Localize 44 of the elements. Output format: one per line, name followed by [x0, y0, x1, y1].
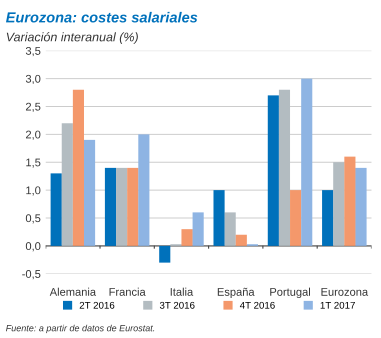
- bar: [236, 234, 247, 246]
- bar: [116, 168, 128, 246]
- bar: [159, 246, 170, 263]
- y-tick-label: 0,0: [26, 242, 40, 252]
- y-tick-label: 0,5: [26, 214, 40, 224]
- bar: [213, 190, 225, 246]
- y-tick-label: 3,5: [26, 46, 40, 56]
- y-tick-label: 1,5: [26, 158, 40, 168]
- legend-label: 4T 2016: [240, 302, 275, 309]
- bar: [50, 173, 62, 246]
- bar: [138, 134, 150, 246]
- bar: [268, 95, 279, 246]
- bar: [62, 123, 73, 246]
- y-tick-label: 2,0: [26, 130, 40, 140]
- bar: [278, 90, 290, 246]
- x-tick-label: Eurozona: [321, 288, 368, 296]
- x-tick-label: España: [218, 288, 255, 298]
- legend-label: 3T 2016: [160, 302, 195, 309]
- bar: [127, 168, 138, 246]
- x-tick-label: Portugal: [270, 288, 310, 298]
- bar: [84, 140, 96, 246]
- y-tick-label: 1,0: [26, 186, 40, 196]
- bar: [104, 168, 116, 246]
- y-tick-label: 3,0: [26, 74, 40, 84]
- legend-label: 2T 2016: [80, 302, 114, 309]
- legend-label: 1T 2017: [320, 302, 355, 309]
- bar: [355, 168, 367, 246]
- chart-title: Eurozona: costes salariales: [6, 12, 198, 23]
- y-tick-label: -0,5: [22, 270, 40, 280]
- x-tick-label: Italia: [170, 288, 194, 296]
- chart-subtitle: Variación interanual (%): [6, 32, 138, 44]
- bar: [301, 78, 312, 246]
- bar: [290, 190, 302, 246]
- x-tick-label: Francia: [110, 288, 146, 296]
- bar: [72, 90, 84, 246]
- bar: [192, 212, 204, 246]
- bar: [181, 229, 193, 246]
- bar: [322, 190, 334, 246]
- bar: [344, 156, 356, 246]
- bar: [333, 162, 344, 246]
- bar: [224, 212, 236, 246]
- y-tick-label: 2,5: [26, 102, 40, 112]
- x-tick-label: Alemania: [50, 288, 96, 296]
- source-note: Fuente: a partir de datos de Eurostat.: [6, 324, 154, 334]
